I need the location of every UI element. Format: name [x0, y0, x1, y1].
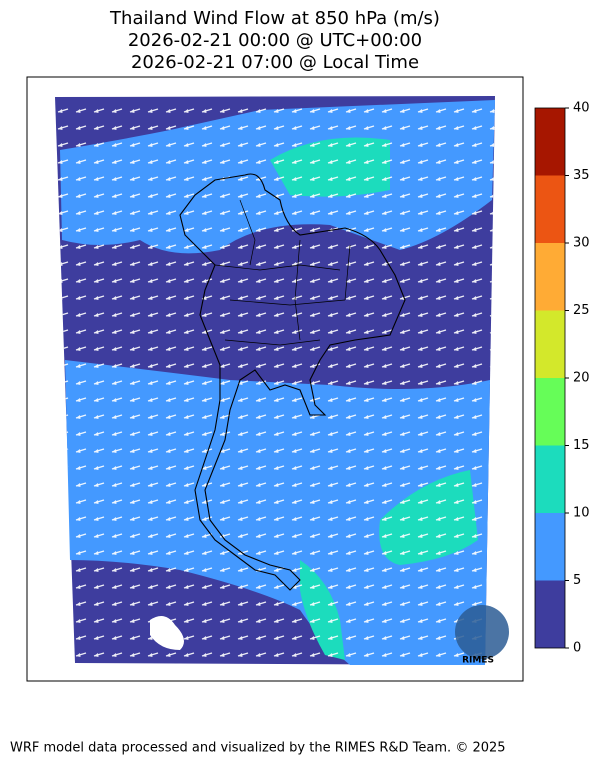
- footer: WRF model data processed and visualized …: [10, 741, 506, 756]
- map-frame: [26, 76, 524, 682]
- colorbar-bin: [535, 513, 565, 581]
- tick-label: 25: [573, 303, 590, 318]
- tick-label: 0: [573, 641, 581, 656]
- tick-label: 40: [573, 101, 590, 116]
- tick-label: 10: [573, 506, 590, 521]
- colorbar: 0 5 10 15 20 25 30 35 40: [534, 101, 590, 656]
- logo-mark: [455, 605, 509, 659]
- tick-label: 30: [573, 236, 590, 251]
- wind-arrows: [55, 96, 495, 665]
- title-line: Thailand Wind Flow at 850 hPa (m/s): [109, 8, 440, 29]
- province-border: [214, 199, 351, 346]
- tick-label: 5: [573, 573, 581, 588]
- title-line: 2026-02-21 00:00 @ UTC+00:00: [128, 30, 422, 51]
- colorbar-bin: [535, 310, 565, 378]
- title: Thailand Wind Flow at 850 hPa (m/s) 2026…: [109, 8, 440, 73]
- logo: RIMES: [455, 605, 509, 666]
- title-line: 2026-02-21 07:00 @ Local Time: [131, 52, 419, 73]
- colorbar-bin: [535, 378, 565, 446]
- tick-label: 35: [573, 168, 590, 183]
- colorbar-bin: [535, 580, 565, 648]
- map: RIMES: [55, 96, 509, 666]
- colorbar-bin: [535, 445, 565, 513]
- colorbar-bin: [535, 175, 565, 243]
- tick-label: 15: [573, 438, 590, 453]
- logo-text: RIMES: [462, 656, 494, 666]
- island: [150, 616, 184, 650]
- colorbar-bin: [535, 108, 565, 176]
- tick-label: 20: [573, 371, 590, 386]
- country-border: [179, 173, 406, 591]
- colorbar-bin: [535, 243, 565, 311]
